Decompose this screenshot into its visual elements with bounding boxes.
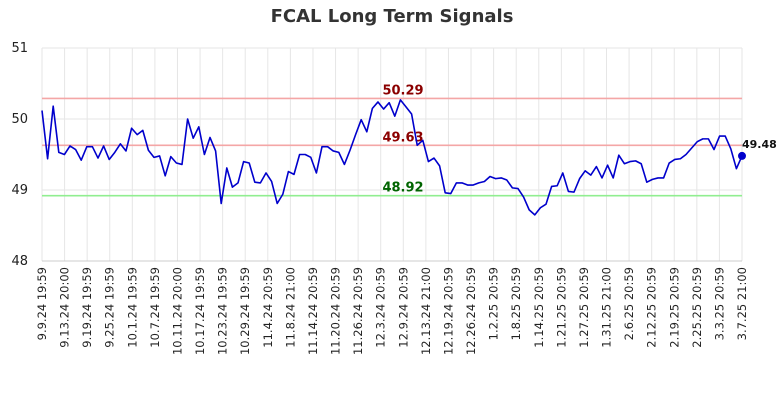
y-tick-label: 51	[11, 41, 28, 56]
series-line	[41, 99, 743, 216]
x-tick-label: 1.2.25 20:59	[487, 267, 501, 340]
x-tick-label: 9.19.24 19:59	[80, 267, 94, 348]
x-tick-label: 2.6.25 20:59	[622, 267, 636, 340]
reference-line-label: 48.92	[382, 181, 423, 196]
axes: 48 49 50 51 9.9.24 19:59 9.13.24 20:00 9.19.24…	[11, 41, 749, 355]
chart-title: FCAL Long Term Signals	[270, 6, 514, 27]
x-tick-label: 10.17.24 19:59	[193, 267, 207, 355]
x-tick-label: 2.19.25 20:59	[667, 267, 681, 348]
x-tick-label: 11.8.24 21:00	[283, 267, 297, 348]
series: 49.48	[41, 99, 777, 216]
x-tick-label: 2.25.25 20:59	[690, 267, 704, 348]
reference-line-label: 49.63	[382, 130, 423, 145]
x-tick-label: 11.20.24 20:59	[329, 267, 343, 355]
last-point-marker	[738, 151, 746, 160]
x-tick-label: 3.7.25 21:00	[735, 267, 749, 340]
x-tick-label: 12.26.24 20:59	[464, 267, 478, 355]
x-tick-label: 10.29.24 19:59	[238, 267, 252, 355]
x-tick-label: 12.9.24 20:59	[396, 267, 410, 348]
x-tick-label: 10.23.24 19:59	[216, 267, 230, 355]
grid	[41, 47, 743, 262]
y-tick-label: 48	[11, 254, 28, 269]
x-tick-label: 10.1.24 19:59	[125, 267, 139, 348]
x-tick-label: 1.31.25 21:00	[600, 267, 614, 348]
x-tick-label: 10.7.24 19:59	[148, 267, 162, 348]
x-tick-label: 10.11.24 20:00	[170, 267, 184, 355]
x-tick-label: 12.19.24 20:59	[441, 267, 455, 355]
x-tick-label: 9.9.24 19:59	[35, 267, 49, 340]
reference-line-label: 50.29	[382, 83, 423, 98]
last-value-label: 49.48	[742, 138, 777, 151]
y-tick-label: 49	[11, 183, 28, 198]
x-tick-label: 1.14.25 20:59	[532, 267, 546, 348]
x-tick-label: 9.25.24 19:59	[103, 267, 117, 348]
y-tick-label: 50	[11, 112, 28, 127]
x-tick-label: 11.14.24 20:59	[306, 267, 320, 355]
x-tick-label: 2.12.25 20:59	[645, 267, 659, 348]
x-tick-label: 1.21.25 20:59	[554, 267, 568, 348]
x-tick-label: 11.26.24 20:59	[351, 267, 365, 355]
x-tick-label: 3.3.25 20:59	[712, 267, 726, 340]
reference-lines: 50.29 49.63 48.92	[42, 83, 742, 197]
x-tick-label: 1.8.25 20:59	[509, 267, 523, 340]
x-tick-label: 11.4.24 20:59	[261, 267, 275, 348]
x-tick-label: 12.3.24 20:59	[374, 267, 388, 348]
x-tick-label: 12.13.24 21:00	[419, 267, 433, 355]
x-tick-label: 9.13.24 20:00	[58, 267, 72, 348]
x-tick-label: 1.27.25 20:59	[577, 267, 591, 348]
